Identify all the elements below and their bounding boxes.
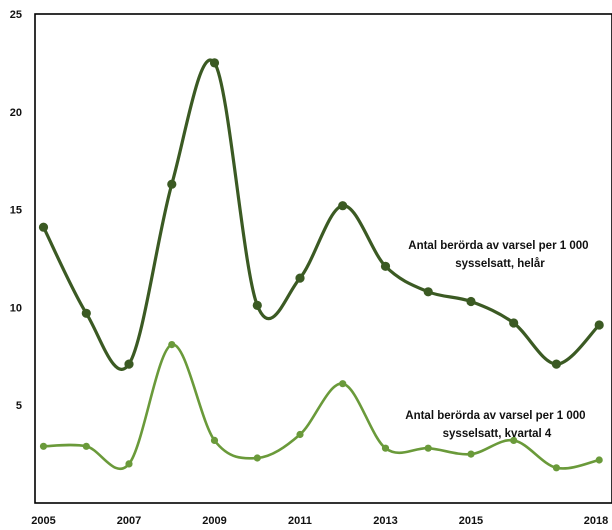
series-line [41,58,601,371]
x-tick-label: 2013 [373,515,397,527]
series-label-helar: Antal berörda av varsel per 1 000 syssel… [408,240,591,270]
data-point [552,464,561,472]
series-line [42,343,601,471]
x-tick-label: 2015 [459,515,483,527]
x-tick-label: 2007 [117,515,141,527]
data-point [168,341,176,349]
plot-frame [34,13,612,504]
series-label-kvartal4-line1: Antal berörda av varsel per 1 000 [405,410,585,422]
series-kvartal4 [39,341,603,472]
series-helar [38,58,604,371]
x-tick-label: 2011 [288,515,312,527]
y-axis-ticks: 5 10 15 20 25 [10,9,22,412]
data-point [253,454,261,462]
y-tick-label: 10 [10,302,22,314]
data-point [124,359,134,369]
series-label-helar-line1: Antal berörda av varsel per 1 000 [408,240,588,252]
data-point [81,308,91,318]
data-point [167,179,177,189]
data-point [509,318,519,328]
x-axis-ticks: 2005 2007 2009 2011 2013 2015 2018 [31,515,608,527]
data-point [295,273,305,283]
data-point [595,456,603,464]
y-tick-label: 25 [10,9,22,21]
data-point [551,359,562,369]
data-point [252,300,262,310]
data-point [339,380,347,388]
x-tick-label: 2009 [202,515,226,527]
data-point [209,58,220,68]
data-point [296,430,304,439]
data-point [338,201,348,211]
x-tick-label: 2005 [31,515,55,527]
data-point [82,442,90,450]
data-point [381,444,390,452]
data-point [38,222,49,232]
series-label-helar-line2: sysselsatt, helår [455,258,545,270]
y-tick-label: 20 [10,107,22,119]
x-tick-label: 2018 [584,515,608,527]
series-label-kvartal4-line2: sysselsatt, kvartal 4 [443,428,552,440]
data-point [380,261,391,271]
data-point [39,442,48,450]
data-point [423,287,433,297]
data-point [594,320,604,330]
y-tick-label: 5 [16,400,22,412]
data-point [424,444,432,452]
data-point [210,436,219,444]
data-point [125,460,133,468]
data-point [510,436,518,444]
y-tick-label: 15 [10,205,22,217]
series-label-kvartal4: Antal berörda av varsel per 1 000 syssel… [405,410,588,440]
data-point [466,296,476,307]
series-layer [38,58,604,472]
data-point [467,450,475,458]
